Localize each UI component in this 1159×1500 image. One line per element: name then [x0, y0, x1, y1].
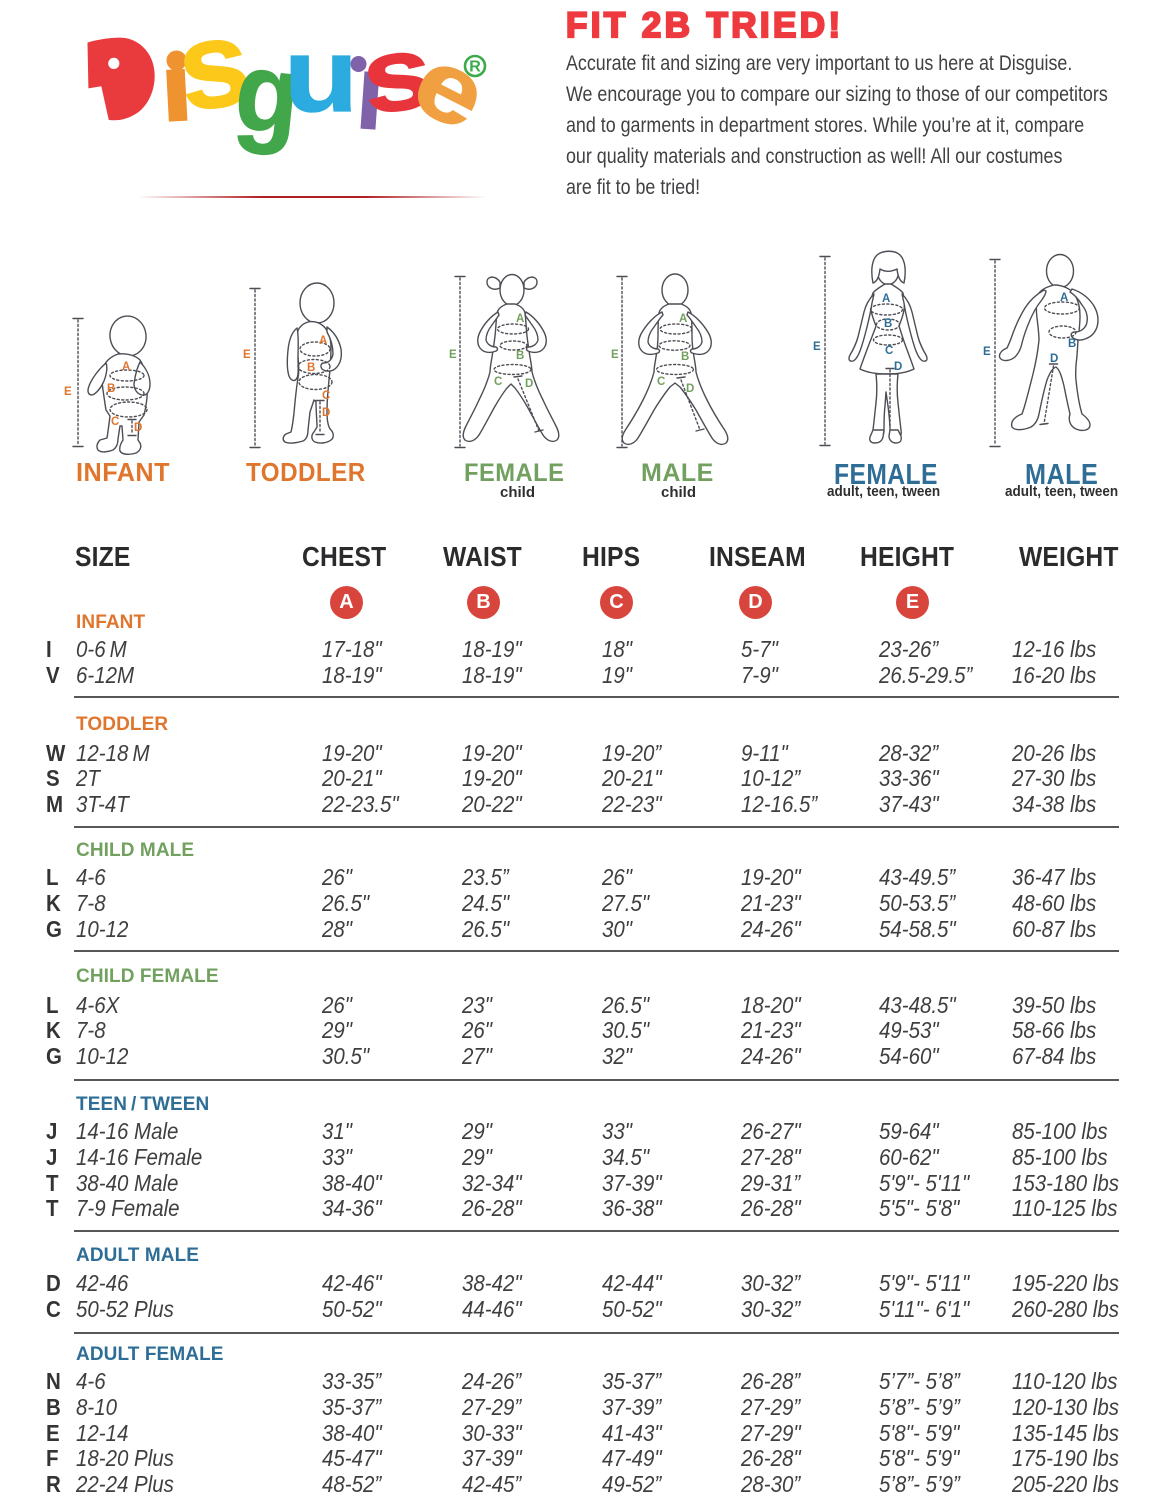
svg-text:u: u: [284, 20, 358, 133]
svg-text:B: B: [107, 383, 115, 395]
svg-text:D: D: [134, 422, 142, 434]
svg-text:A: A: [122, 361, 130, 373]
svg-text:D: D: [894, 361, 902, 373]
svg-text:B: B: [681, 351, 689, 363]
svg-text:E: E: [64, 386, 72, 398]
svg-text:E: E: [243, 349, 251, 361]
svg-text:D: D: [322, 407, 330, 419]
svg-text:C: C: [657, 376, 665, 388]
svg-text:C: C: [885, 345, 893, 357]
svg-text:C: C: [111, 416, 119, 428]
svg-text:R: R: [469, 59, 481, 76]
svg-text:A: A: [882, 293, 890, 305]
svg-text:D: D: [1050, 353, 1058, 365]
svg-text:B: B: [307, 362, 315, 374]
svg-text:E: E: [449, 349, 457, 361]
svg-text:A: A: [516, 313, 524, 325]
svg-text:D: D: [525, 378, 533, 390]
svg-text:A: A: [1060, 292, 1068, 304]
svg-text:ı: ı: [156, 34, 196, 142]
svg-text:B: B: [516, 350, 524, 362]
svg-text:E: E: [611, 349, 619, 361]
svg-text:A: A: [319, 335, 327, 347]
svg-text:g: g: [230, 27, 306, 158]
svg-text:E: E: [983, 346, 991, 358]
svg-text:B: B: [1068, 338, 1076, 350]
svg-text:D: D: [686, 383, 694, 395]
svg-text:C: C: [494, 376, 502, 388]
svg-text:C: C: [322, 390, 330, 402]
svg-text:A: A: [679, 313, 687, 325]
svg-text:E: E: [813, 341, 821, 353]
svg-text:B: B: [884, 318, 892, 330]
svg-text:s: s: [355, 20, 440, 137]
